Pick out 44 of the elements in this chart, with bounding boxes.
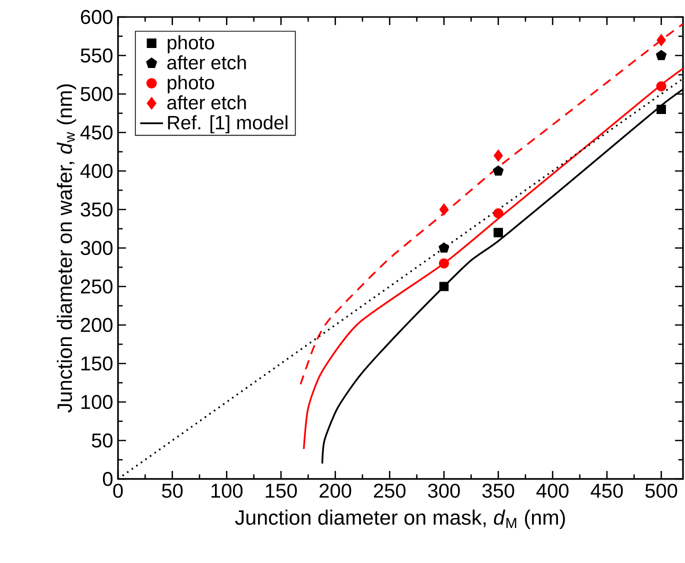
point <box>656 81 666 92</box>
y-tick-label: 450 <box>80 125 112 140</box>
y-tick-label: 500 <box>80 86 112 102</box>
x-tick-label: 400 <box>536 484 568 498</box>
x-tick-label: 300 <box>428 484 460 498</box>
legend-label: photo <box>168 35 214 54</box>
point <box>656 50 667 60</box>
y-axis-title: Junction diameter on wafer, d$_{w}$ (nm) <box>56 84 76 413</box>
point <box>439 282 449 292</box>
line-series <box>300 23 683 386</box>
point <box>494 228 503 238</box>
x-tick-label: 200 <box>320 484 352 498</box>
legend-label: after etch <box>167 55 246 70</box>
x-tick-label: 500 <box>645 484 678 498</box>
y-tick-label: 600 <box>80 10 112 24</box>
x-tick-label: 0 <box>113 484 123 498</box>
point <box>492 165 504 176</box>
point <box>438 242 450 253</box>
x-tick-label: 350 <box>482 484 514 498</box>
x-tick-label: 50 <box>162 484 183 498</box>
y-tick-label: 550 <box>80 48 112 63</box>
point <box>493 208 504 218</box>
point <box>656 34 666 46</box>
legend-label: Ref. [1] model <box>168 115 288 134</box>
x-axis-title: Junction diameter on mask, d$_{M}$ (nm) <box>235 510 565 529</box>
y-tick-label: 300 <box>80 240 112 256</box>
y-tick-label: 50 <box>92 433 112 448</box>
y-tick-label: 350 <box>80 202 112 217</box>
x-tick-label: 250 <box>374 484 406 498</box>
y-tick-label: 200 <box>80 318 112 332</box>
x-tick-label: 100 <box>212 484 243 498</box>
y-tick-label: 150 <box>81 356 112 371</box>
y-tick-label: 250 <box>80 279 112 294</box>
point <box>438 258 450 268</box>
legend-label: after etch <box>167 95 246 110</box>
y-tick-label: 400 <box>80 164 112 178</box>
x-tick-label: 150 <box>266 484 297 498</box>
legend-label: photo <box>168 75 214 94</box>
y-tick-label: 100 <box>81 394 112 410</box>
y-tick-label: 0 <box>102 472 113 486</box>
point <box>439 203 449 216</box>
point <box>656 104 666 114</box>
x-tick-label: 450 <box>590 484 623 498</box>
point <box>494 149 503 162</box>
